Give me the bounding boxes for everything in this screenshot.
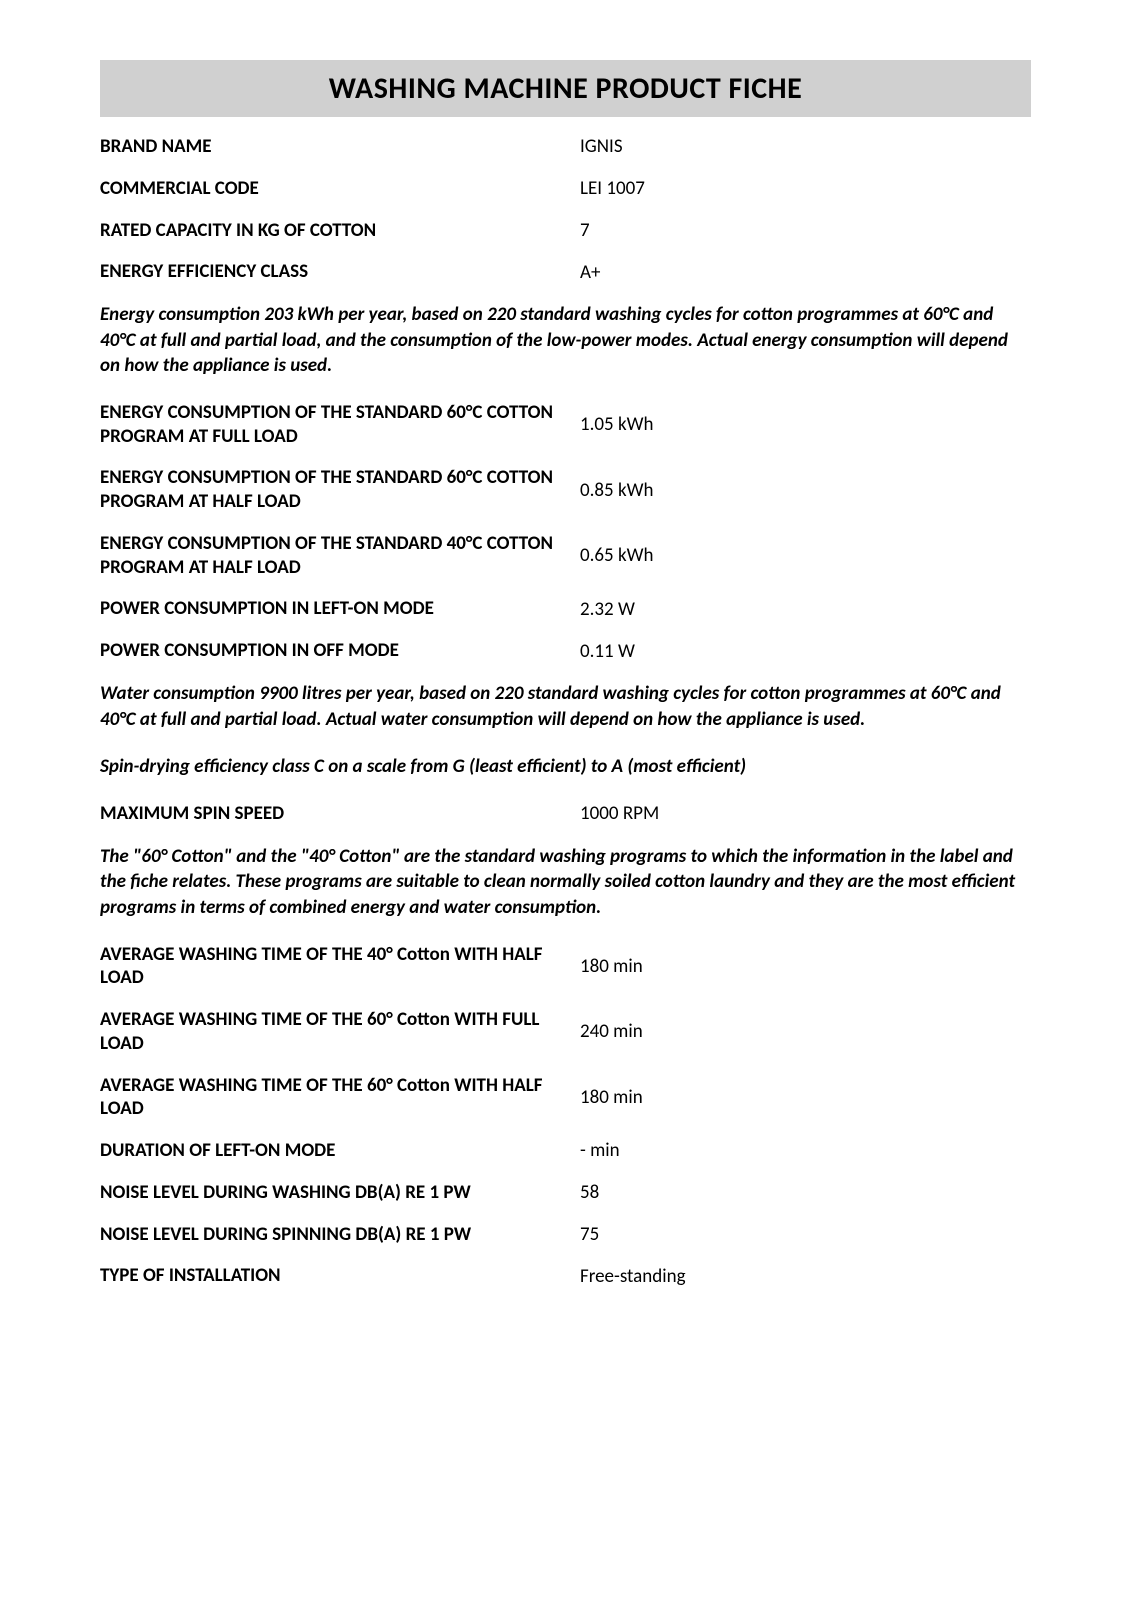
spec-value: A+ xyxy=(580,261,600,284)
spec-label: AVERAGE WASHING TIME OF THE 60° Cotton W… xyxy=(100,1074,580,1122)
spec-value: 2.32 W xyxy=(580,598,635,621)
spec-label: ENERGY CONSUMPTION OF THE STANDARD 60°C … xyxy=(100,401,580,449)
spec-value: Free-standing xyxy=(580,1265,686,1288)
spec-value: 0.85 kWh xyxy=(580,479,654,502)
spec-row: COMMERCIAL CODELEI 1007 xyxy=(100,177,1031,201)
spec-label: AVERAGE WASHING TIME OF THE 40° Cotton W… xyxy=(100,943,580,991)
spec-row: NOISE LEVEL DURING WASHING DB(A) RE 1 PW… xyxy=(100,1181,1031,1205)
spec-label: POWER CONSUMPTION IN LEFT-ON MODE xyxy=(100,597,580,621)
spec-label: NOISE LEVEL DURING SPINNING DB(A) RE 1 P… xyxy=(100,1223,580,1247)
spec-value: 75 xyxy=(580,1223,599,1246)
spec-value: IGNIS xyxy=(580,135,623,158)
section-1: BRAND NAMEIGNISCOMMERCIAL CODELEI 1007RA… xyxy=(100,135,1031,284)
spec-label: TYPE OF INSTALLATION xyxy=(100,1264,580,1288)
section-3: MAXIMUM SPIN SPEED1000 RPM xyxy=(100,802,1031,826)
spec-row: POWER CONSUMPTION IN OFF MODE0.11 W xyxy=(100,639,1031,663)
spec-label: RATED CAPACITY IN KG OF COTTON xyxy=(100,219,580,243)
spec-row: ENERGY EFFICIENCY CLASSA+ xyxy=(100,260,1031,284)
spec-value: 58 xyxy=(580,1181,599,1204)
spec-row: POWER CONSUMPTION IN LEFT-ON MODE2.32 W xyxy=(100,597,1031,621)
spec-value: 180 min xyxy=(580,1086,643,1109)
spec-label: NOISE LEVEL DURING WASHING DB(A) RE 1 PW xyxy=(100,1181,580,1205)
document-title: WASHING MACHINE PRODUCT FICHE xyxy=(100,70,1031,107)
note-energy: Energy consumption 203 kWh per year, bas… xyxy=(100,302,1031,379)
spec-label: BRAND NAME xyxy=(100,135,580,159)
spec-row: AVERAGE WASHING TIME OF THE 60° Cotton W… xyxy=(100,1074,1031,1122)
section-2: ENERGY CONSUMPTION OF THE STANDARD 60°C … xyxy=(100,401,1031,663)
spec-label: ENERGY CONSUMPTION OF THE STANDARD 60°C … xyxy=(100,466,580,514)
section-4: AVERAGE WASHING TIME OF THE 40° Cotton W… xyxy=(100,943,1031,1289)
spec-value: LEI 1007 xyxy=(580,177,645,200)
note-programs: The "60° Cotton" and the "40° Cotton" ar… xyxy=(100,844,1031,921)
spec-value: 7 xyxy=(580,219,590,242)
spec-row: ENERGY CONSUMPTION OF THE STANDARD 40°C … xyxy=(100,532,1031,580)
spec-value: - min xyxy=(580,1139,620,1162)
spec-label: POWER CONSUMPTION IN OFF MODE xyxy=(100,639,580,663)
spec-value: 240 min xyxy=(580,1020,643,1043)
spec-row: DURATION OF LEFT-ON MODE- min xyxy=(100,1139,1031,1163)
spec-value: 1.05 kWh xyxy=(580,413,654,436)
spec-row: MAXIMUM SPIN SPEED1000 RPM xyxy=(100,802,1031,826)
spec-row: RATED CAPACITY IN KG OF COTTON7 xyxy=(100,219,1031,243)
spec-row: TYPE OF INSTALLATIONFree-standing xyxy=(100,1264,1031,1288)
spec-row: ENERGY CONSUMPTION OF THE STANDARD 60°C … xyxy=(100,466,1031,514)
spec-row: BRAND NAMEIGNIS xyxy=(100,135,1031,159)
title-bar: WASHING MACHINE PRODUCT FICHE xyxy=(100,60,1031,117)
note-water: Water consumption 9900 litres per year, … xyxy=(100,681,1031,732)
note-spin-class: Spin-drying efficiency class C on a scal… xyxy=(100,754,1031,780)
spec-value: 0.65 kWh xyxy=(580,544,654,567)
spec-label: MAXIMUM SPIN SPEED xyxy=(100,802,580,826)
spec-value: 1000 RPM xyxy=(580,802,659,825)
spec-row: AVERAGE WASHING TIME OF THE 60° Cotton W… xyxy=(100,1008,1031,1056)
spec-row: ENERGY CONSUMPTION OF THE STANDARD 60°C … xyxy=(100,401,1031,449)
spec-row: NOISE LEVEL DURING SPINNING DB(A) RE 1 P… xyxy=(100,1223,1031,1247)
spec-value: 0.11 W xyxy=(580,640,635,663)
spec-label: DURATION OF LEFT-ON MODE xyxy=(100,1139,580,1163)
spec-label: AVERAGE WASHING TIME OF THE 60° Cotton W… xyxy=(100,1008,580,1056)
spec-label: ENERGY EFFICIENCY CLASS xyxy=(100,260,580,284)
spec-row: AVERAGE WASHING TIME OF THE 40° Cotton W… xyxy=(100,943,1031,991)
spec-label: COMMERCIAL CODE xyxy=(100,177,580,201)
spec-label: ENERGY CONSUMPTION OF THE STANDARD 40°C … xyxy=(100,532,580,580)
spec-value: 180 min xyxy=(580,955,643,978)
